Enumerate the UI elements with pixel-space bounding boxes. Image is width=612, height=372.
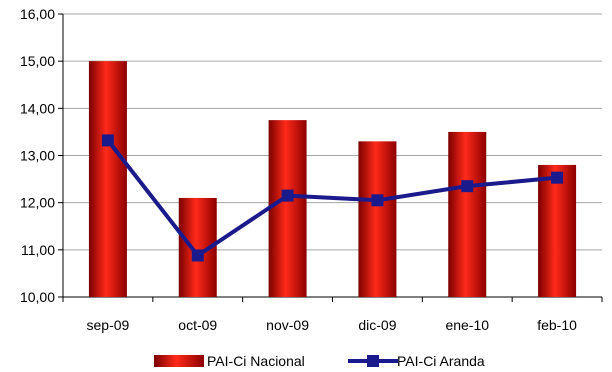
line-point bbox=[191, 249, 204, 262]
x-tick-label: oct-09 bbox=[178, 317, 217, 333]
y-tick-label: 15,00 bbox=[20, 53, 55, 69]
x-axis-tick-labels: sep-09 oct-09 nov-09 dic-09 ene-10 feb-10 bbox=[87, 317, 578, 333]
y-tick-label: 11,00 bbox=[21, 242, 55, 258]
legend-swatch-marker bbox=[367, 355, 379, 367]
line-point bbox=[101, 134, 114, 147]
legend-label-line: PAI-Ci Aranda bbox=[397, 353, 485, 369]
line-point bbox=[461, 180, 474, 193]
legend: PAI-Ci Nacional PAI-Ci Aranda bbox=[154, 353, 485, 369]
y-tick-label: 13,00 bbox=[20, 148, 55, 164]
axes bbox=[58, 13, 603, 302]
line-series-pai-ci-aranda bbox=[101, 134, 564, 262]
x-tick-label: sep-09 bbox=[87, 317, 130, 333]
line-point bbox=[371, 194, 384, 207]
y-tick-label: 16,00 bbox=[20, 6, 55, 22]
y-tick-label: 14,00 bbox=[20, 100, 55, 116]
y-tick-label: 10,00 bbox=[20, 289, 55, 305]
legend-swatch-bar bbox=[154, 355, 204, 367]
y-tick-label: 12,00 bbox=[20, 195, 55, 211]
x-tick-label: ene-10 bbox=[445, 317, 489, 333]
series-line bbox=[106, 139, 558, 258]
x-tick-label: feb-10 bbox=[537, 317, 577, 333]
gridlines bbox=[63, 13, 602, 298]
bar bbox=[358, 141, 397, 297]
bar bbox=[268, 120, 307, 297]
x-tick-label: nov-09 bbox=[266, 317, 309, 333]
x-tick-label: dic-09 bbox=[358, 317, 396, 333]
bar bbox=[538, 164, 577, 297]
bar-series-pai-ci-nacional bbox=[88, 61, 577, 297]
bar bbox=[88, 61, 127, 297]
line-point bbox=[281, 189, 294, 202]
legend-label-bar: PAI-Ci Nacional bbox=[207, 353, 305, 369]
bar bbox=[448, 131, 487, 297]
y-axis-tick-labels: 10,00 11,00 12,00 13,00 14,00 15,00 16,00 bbox=[20, 6, 55, 305]
line-point bbox=[551, 171, 564, 184]
